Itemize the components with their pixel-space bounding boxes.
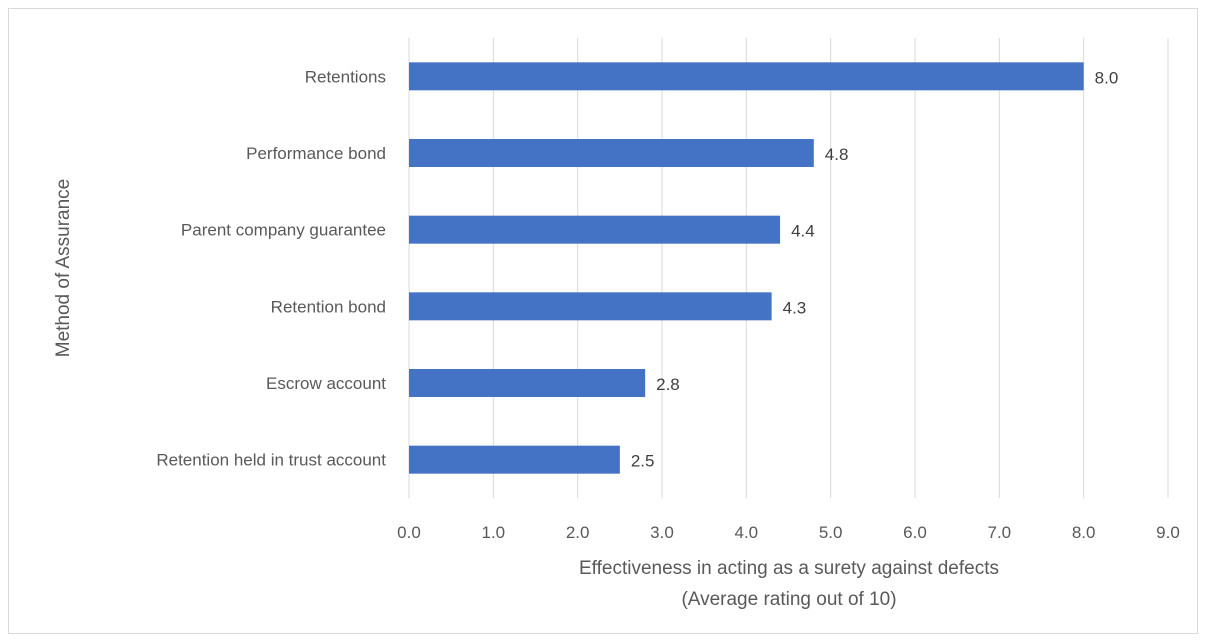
x-tick-labels: 0.0 1.0 2.0 3.0 4.0 5.0 6.0 7.0 8.0 9.0 [397, 523, 1180, 542]
category-label: Performance bond [246, 144, 386, 163]
category-label: Escrow account [266, 374, 386, 393]
x-tick-label: 9.0 [1156, 523, 1180, 542]
x-tick-label: 0.0 [397, 523, 421, 542]
data-label: 2.5 [631, 452, 655, 471]
x-tick-label: 7.0 [988, 523, 1012, 542]
data-label: 2.8 [656, 375, 680, 394]
data-labels: 8.0 4.8 4.4 4.3 2.8 2.5 [631, 68, 1118, 470]
x-axis-title-line1: Effectiveness in acting as a surety agai… [579, 558, 999, 579]
data-label: 4.4 [791, 222, 815, 241]
bar [409, 369, 646, 397]
bar [409, 139, 814, 167]
category-label: Retentions [305, 67, 386, 86]
data-label: 8.0 [1095, 68, 1119, 87]
bar [409, 445, 620, 474]
data-label: 4.8 [825, 145, 849, 164]
x-tick-label: 8.0 [1072, 523, 1096, 542]
bar [409, 215, 781, 244]
x-tick-label: 5.0 [819, 523, 843, 542]
category-label: Retention held in trust account [156, 451, 386, 470]
bars [409, 62, 1084, 474]
bar [409, 62, 1084, 91]
x-tick-label: 3.0 [650, 523, 674, 542]
category-labels: Retentions Performance bond Parent company… [156, 67, 386, 469]
y-axis-title: Method of Assurance [53, 179, 74, 358]
x-tick-label: 1.0 [482, 523, 506, 542]
bar [409, 292, 772, 321]
x-tick-label: 2.0 [566, 523, 590, 542]
x-tick-label: 4.0 [735, 523, 759, 542]
gridlines [408, 38, 1169, 498]
category-label: Retention bond [271, 297, 386, 316]
x-tick-label: 6.0 [903, 523, 927, 542]
x-axis-title-line2: (Average rating out of 10) [681, 589, 896, 610]
category-label: Parent company guarantee [181, 221, 386, 240]
data-label: 4.3 [783, 298, 807, 317]
